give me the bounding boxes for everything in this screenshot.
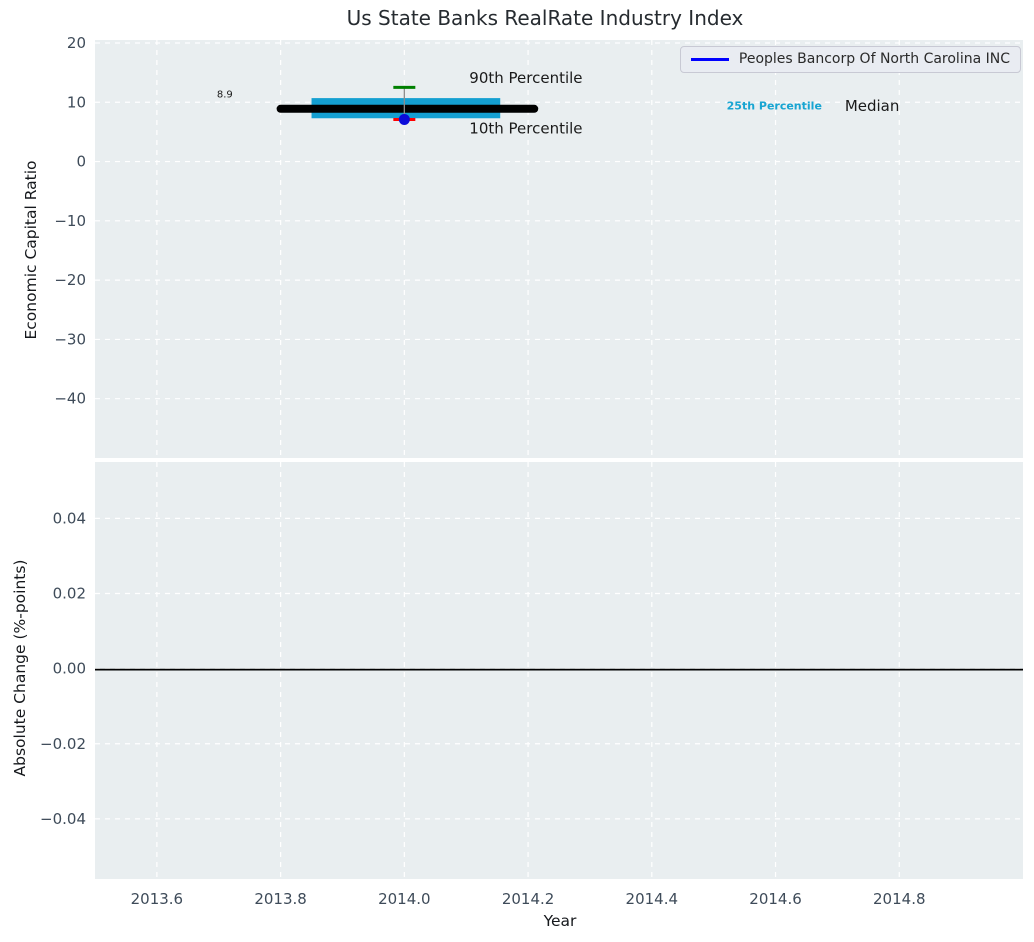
y-tick-label: 10 <box>67 93 86 111</box>
y-tick-label: 0.04 <box>53 509 86 527</box>
y-tick-label: −10 <box>54 212 86 230</box>
annotation-median-value: 8.9 <box>217 89 233 100</box>
y-axis-label-bottom: Absolute Change (%-points) <box>11 559 29 777</box>
chart-title: Us State Banks RealRate Industry Index <box>346 6 744 30</box>
annotation-median: Median <box>845 97 900 115</box>
y-axis-label-top: Economic Capital Ratio <box>22 160 40 340</box>
company-point <box>398 113 410 125</box>
y-tick-label: 0 <box>76 153 86 171</box>
legend: Peoples Bancorp Of North Carolina INC <box>679 46 1021 73</box>
panel-bg-economic-capital-ratio <box>95 40 1023 458</box>
y-tick-label: 0.00 <box>53 660 86 678</box>
x-tick-label: 2013.8 <box>254 890 307 908</box>
y-tick-label: −30 <box>54 330 86 348</box>
x-tick-label: 2014.8 <box>873 890 926 908</box>
x-tick-label: 2014.0 <box>378 890 431 908</box>
annotation-25th-percentile: 25th Percentile <box>727 100 822 113</box>
annotation-90th-percentile: 90th Percentile <box>469 69 582 87</box>
y-tick-label: −0.02 <box>40 735 86 753</box>
y-tick-label: 0.02 <box>53 584 86 602</box>
legend-label: Peoples Bancorp Of North Carolina INC <box>738 51 1010 67</box>
x-axis-label: Year <box>543 912 577 930</box>
x-tick-label: 2014.2 <box>502 890 555 908</box>
y-tick-label: −20 <box>54 271 86 289</box>
x-tick-label: 2014.4 <box>626 890 679 908</box>
x-tick-label: 2013.6 <box>131 890 184 908</box>
annotation-10th-percentile: 10th Percentile <box>469 120 582 138</box>
legend-line-sample-icon <box>690 57 729 61</box>
y-tick-label: −0.04 <box>40 810 86 828</box>
x-tick-label: 2014.6 <box>749 890 802 908</box>
y-tick-label: 20 <box>67 34 86 52</box>
y-tick-label: −40 <box>54 390 86 408</box>
